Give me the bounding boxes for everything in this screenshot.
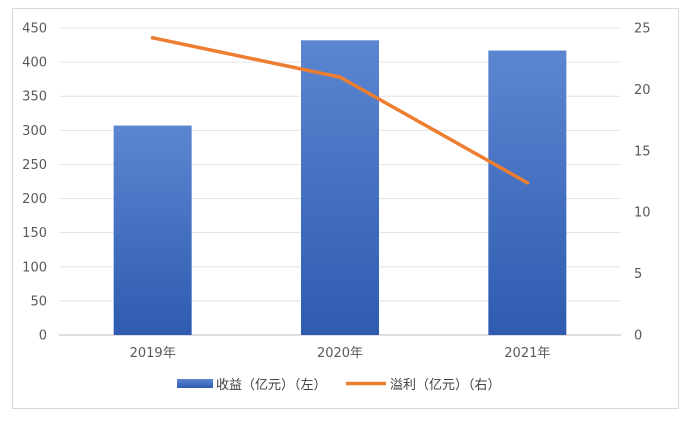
y-axis-right: 0 5 10 15 20 25 [634, 22, 651, 344]
profit-point [150, 36, 155, 40]
line-series [150, 36, 530, 185]
y-left-tick-label: 100 [22, 260, 47, 275]
y-right-tick-label: 0 [634, 329, 642, 344]
y-right-tick-label: 10 [634, 206, 651, 221]
y-left-tick-label: 450 [22, 22, 47, 37]
legend-swatch-revenue [177, 379, 213, 388]
revenue-bar [113, 125, 192, 336]
x-tick-label: 2019年 [130, 346, 176, 361]
x-axis: 2019年 2020年 2021年 [130, 346, 551, 361]
y-left-tick-label: 400 [22, 56, 47, 71]
y-left-tick-label: 200 [22, 192, 47, 207]
y-left-tick-label: 150 [22, 226, 47, 241]
x-tick-label: 2020年 [317, 346, 363, 361]
y-left-tick-label: 0 [39, 329, 47, 344]
revenue-bar [488, 50, 567, 335]
y-right-tick-label: 5 [634, 267, 642, 282]
y-right-tick-label: 15 [634, 144, 651, 159]
legend-label-revenue: 收益（亿元）（左） [216, 378, 327, 393]
legend: 收益（亿元）（左） 溢利（亿元）（右） [177, 378, 501, 393]
y-left-tick-label: 300 [22, 124, 47, 139]
y-left-tick-label: 50 [30, 294, 47, 309]
profit-point [525, 180, 530, 185]
y-left-tick-label: 250 [22, 158, 47, 173]
combo-chart: 0 50 100 150 200 250 300 350 400 450 0 5 10 15 20 25 2… [22, 22, 651, 394]
chart-frame: 0 50 100 150 200 250 300 350 400 450 0 5 10 15 20 25 2… [12, 8, 679, 409]
x-tick-label: 2021年 [504, 346, 550, 361]
legend-label-profit: 溢利（亿元）（右） [390, 378, 501, 393]
y-right-tick-label: 25 [634, 22, 651, 37]
y-left-tick-label: 350 [22, 90, 47, 105]
revenue-bar [301, 40, 379, 335]
y-right-tick-label: 20 [634, 83, 651, 98]
y-axis-left: 0 50 100 150 200 250 300 350 400 450 [22, 22, 47, 344]
profit-point [338, 75, 342, 79]
bar-series [113, 40, 567, 336]
